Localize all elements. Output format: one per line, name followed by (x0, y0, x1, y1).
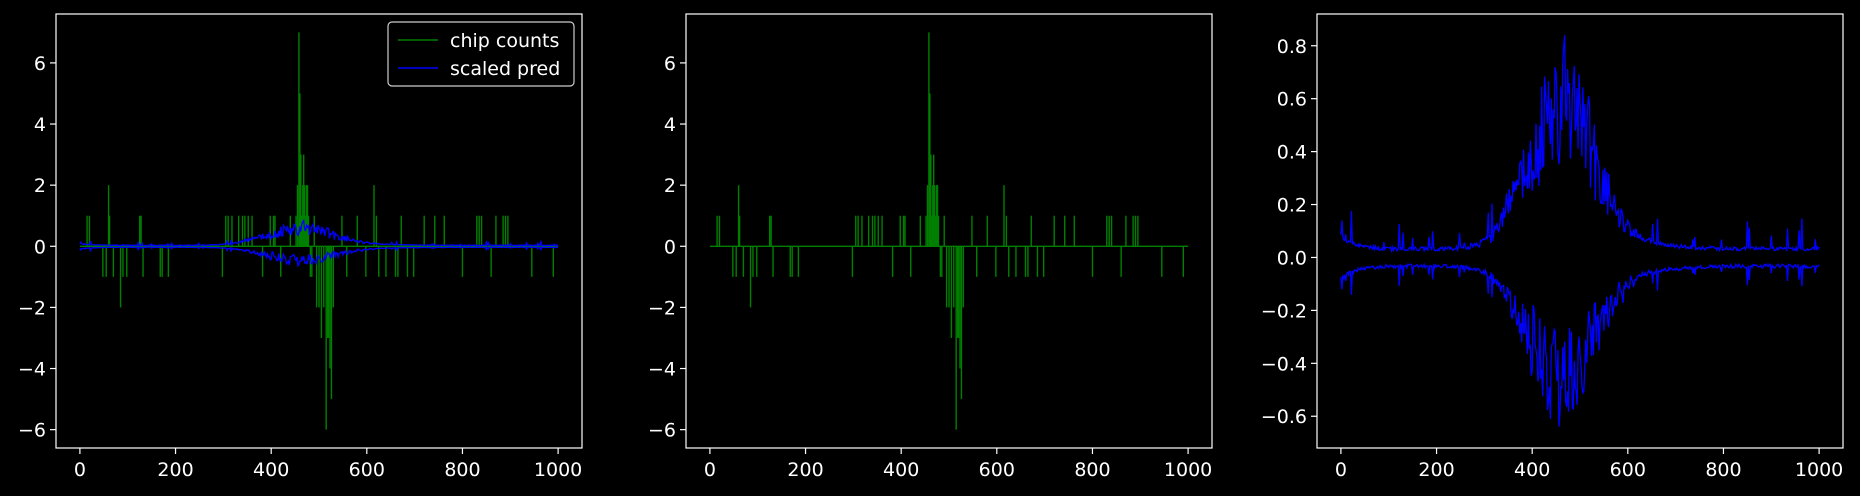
x-tick-label: 400 (883, 459, 919, 481)
x-tick-label: 0 (74, 459, 86, 481)
legend-label: scaled pred (450, 58, 560, 80)
y-tick-label: 0 (34, 236, 46, 258)
x-tick-label: 800 (1074, 459, 1110, 481)
y-tick-label: 6 (664, 53, 676, 75)
data-layer (709, 32, 1189, 430)
y-tick-label: −0.2 (1261, 300, 1307, 322)
y-tick-label: 0 (664, 236, 676, 258)
data-layer (79, 32, 559, 430)
y-tick-label: 0.6 (1277, 89, 1307, 111)
legend-box (387, 21, 575, 87)
plot-area (685, 13, 1213, 449)
subplot-1: 0 200 400 600 800 1000 −6 −4 −2 0 2 4 6 chip counts sc… (18, 13, 583, 481)
y-tick-label: 0.4 (1277, 142, 1307, 164)
data-layer (1340, 35, 1820, 427)
y-tick-label: −6 (18, 420, 46, 442)
x-tick-label: 200 (787, 459, 823, 481)
x-tick-label: 600 (1610, 459, 1646, 481)
y-tick-label: 2 (34, 175, 46, 197)
subplot-3: 0 200 400 600 800 1000 −0.6 −0.4 −0.2 0.0 0.2 0.4 0.… (1261, 13, 1844, 481)
y-tick-label: 0.8 (1277, 36, 1307, 58)
x-tick-label: 1000 (1164, 459, 1212, 481)
x-tick-label: 200 (157, 459, 193, 481)
y-tick-label: 4 (664, 114, 676, 136)
x-tick-label: 400 (253, 459, 289, 481)
y-tick-label: 0.0 (1277, 247, 1307, 269)
x-tick-label: 800 (444, 459, 480, 481)
pred-upper-line (1340, 35, 1820, 254)
plot-area (1316, 13, 1844, 449)
y-tick-label: −2 (648, 297, 676, 319)
x-tick-label: 800 (1705, 459, 1741, 481)
y-tick-label: −2 (18, 297, 46, 319)
x-tick-label: 1000 (534, 459, 582, 481)
y-tick-label: 6 (34, 53, 46, 75)
y-tick-label: 0.2 (1277, 195, 1307, 217)
subplot-2: 0 200 400 600 800 1000 −6 −4 −2 0 2 4 6 (648, 13, 1213, 481)
x-tick-label: 400 (1514, 459, 1550, 481)
x-tick-label: 600 (349, 459, 385, 481)
x-tick-label: 600 (979, 459, 1015, 481)
x-tick-label: 200 (1418, 459, 1454, 481)
y-tick-label: −0.6 (1261, 406, 1307, 428)
legend: chip counts scaled pred (387, 21, 575, 87)
x-tick-label: 0 (704, 459, 716, 481)
legend-label: chip counts (450, 30, 559, 52)
y-tick-label: 2 (664, 175, 676, 197)
y-tick-label: −4 (648, 359, 676, 381)
pred-lower-line (79, 245, 559, 268)
y-tick-label: 4 (34, 114, 46, 136)
pred-lower-line (1340, 262, 1820, 427)
pred-upper-line (79, 218, 559, 248)
y-tick-label: −4 (18, 359, 46, 381)
y-tick-label: −6 (648, 420, 676, 442)
y-tick-label: −0.4 (1261, 353, 1307, 375)
x-tick-label: 1000 (1795, 459, 1843, 481)
x-tick-label: 0 (1335, 459, 1347, 481)
